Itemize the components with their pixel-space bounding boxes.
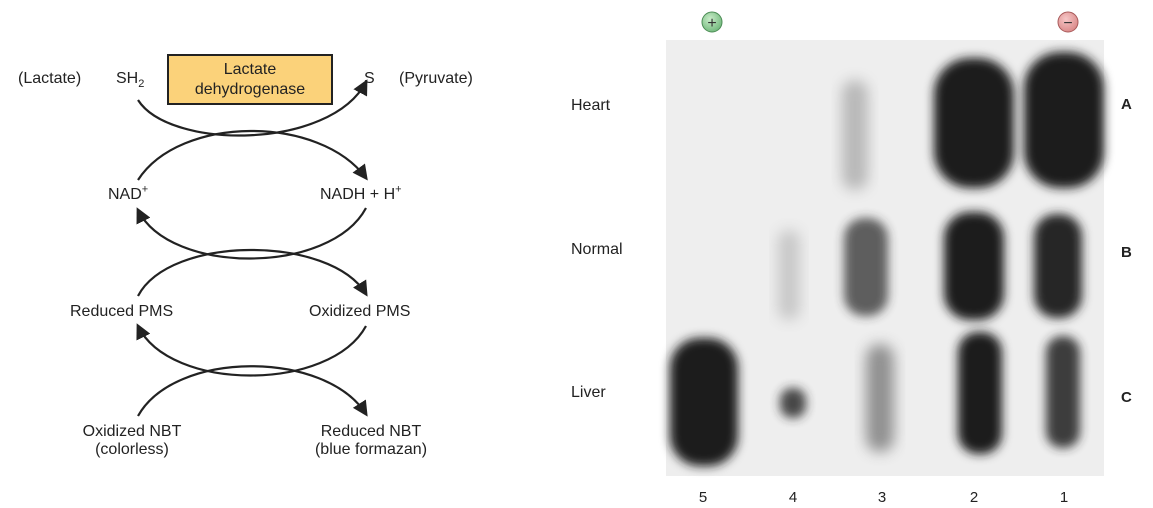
band-liver-lane3: [866, 344, 894, 452]
row-label-normal: Normal: [571, 241, 623, 258]
cathode-marker: −: [1057, 11, 1079, 33]
enzyme-box: Lactate dehydrogenase: [167, 54, 333, 105]
anode-symbol: +: [707, 15, 716, 32]
band-liver-lane2: [958, 332, 1002, 454]
s-label: S: [364, 70, 375, 87]
arrow-nad-to-nadh: [137, 129, 368, 181]
anode-marker: +: [701, 11, 723, 33]
oxidized-pms-label: Oxidized PMS: [309, 303, 411, 320]
row-letter-c: C: [1121, 389, 1132, 406]
lane-number-2: 2: [969, 489, 979, 506]
row-label-heart: Heart: [571, 97, 611, 114]
bands-liver: [670, 332, 1080, 466]
lane-number-1: 1: [1059, 489, 1069, 506]
nadh-label: NADH + H+: [320, 183, 402, 203]
band-heart-lane2: [934, 58, 1014, 188]
band-normal-lane1: [1034, 214, 1082, 318]
row-letter-a: A: [1121, 96, 1132, 113]
lane-number-3: 3: [877, 489, 887, 506]
band-liver-lane1: [1046, 336, 1080, 448]
band-liver-lane4: [780, 388, 806, 418]
lane-number-4: 4: [788, 489, 798, 506]
band-liver-lane5: [670, 338, 738, 466]
arrow-reduced-to-oxidized-pms: [137, 248, 368, 297]
oxidized-nbt-note: (colorless): [95, 441, 169, 458]
arrow-nadh-to-nad: [136, 207, 367, 260]
reduced-nbt-label: Reduced NBT (blue formazan): [298, 423, 444, 459]
arrow-oxidized-to-reduced-pms: [136, 323, 367, 377]
reduced-pms-label: Reduced PMS: [70, 303, 174, 320]
band-normal-lane3: [844, 218, 888, 316]
cathode-symbol: −: [1063, 15, 1072, 32]
sh2-label: SH2: [116, 70, 145, 91]
bands-normal: [778, 212, 1082, 320]
enzyme-name-line2: dehydrogenase: [194, 81, 306, 98]
arrow-oxidized-to-reduced-nbt: [137, 365, 368, 417]
arrow-lactate-to-pyruvate: [137, 79, 368, 137]
band-heart-lane3: [842, 80, 868, 190]
oxidized-nbt-label: Oxidized NBT (colorless): [62, 423, 202, 459]
band-normal-lane2: [944, 212, 1004, 320]
row-letter-b: B: [1121, 244, 1132, 261]
lactate-label: (Lactate): [18, 70, 82, 87]
row-label-liver: Liver: [571, 384, 606, 401]
pyruvate-label: (Pyruvate): [399, 70, 473, 87]
bands-heart: [842, 52, 1104, 190]
band-normal-lane4: [778, 230, 800, 320]
lane-number-5: 5: [698, 489, 708, 506]
band-heart-lane1: [1024, 52, 1104, 188]
reaction-arrows: [136, 79, 368, 417]
reduced-nbt-note: (blue formazan): [314, 441, 428, 458]
enzyme-name-line1: Lactate: [223, 61, 277, 78]
nad-label: NAD+: [108, 183, 149, 203]
